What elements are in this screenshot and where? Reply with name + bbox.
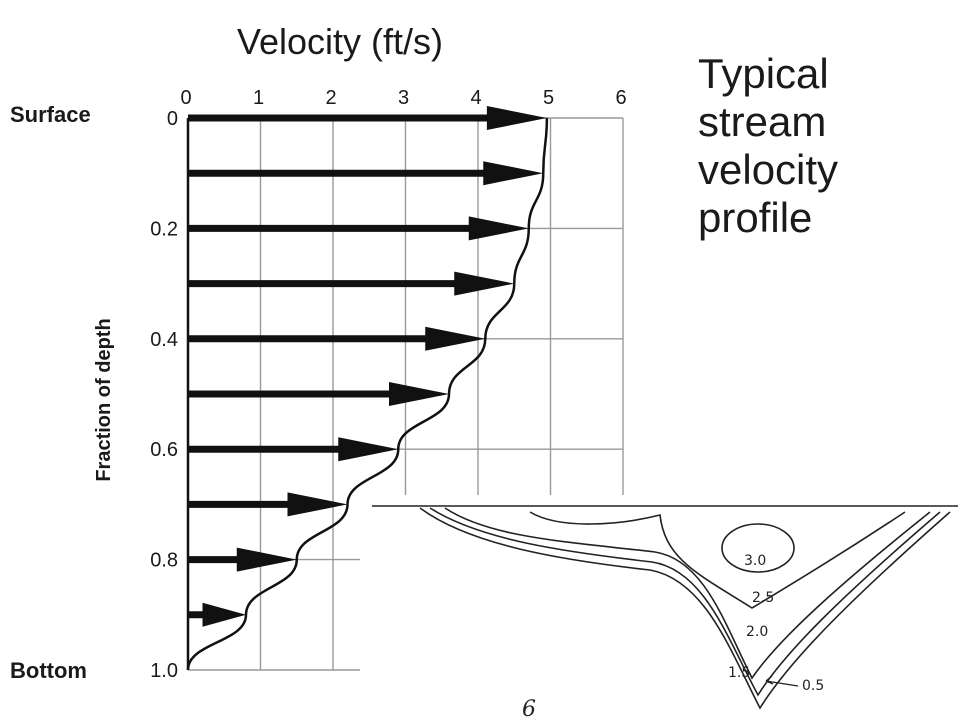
inset-background — [360, 495, 960, 720]
y-axis-label: Fraction of depth — [93, 318, 115, 481]
caption-line: velocity — [698, 146, 839, 193]
contour-label-2-0: 2.0 — [746, 624, 768, 640]
contour-0-5 — [419, 507, 951, 710]
y-tick-labels: 0 0.2 0.4 0.6 0.8 1.0 — [150, 108, 178, 682]
velocity-profile-curve — [186, 117, 549, 671]
x-tick-label: 0 — [180, 87, 191, 109]
y-tick-label: 0.8 — [150, 550, 178, 572]
figure-caption: Typical stream velocity profile — [698, 50, 948, 242]
velocity-arrow-head — [287, 492, 348, 517]
contour-2-5 — [529, 511, 906, 609]
contour-3-0 — [721, 523, 795, 573]
x-tick-label: 5 — [543, 87, 554, 109]
velocity-arrow-head — [486, 106, 547, 130]
velocity-arrow-head — [468, 216, 529, 241]
velocity-arrow-head — [483, 161, 544, 186]
contour-label-leader — [765, 680, 799, 687]
x-tick-label: 2 — [325, 87, 336, 109]
x-tick-label: 3 — [398, 87, 409, 109]
contour-label-2-5: 2.5 — [752, 590, 774, 606]
velocity-arrow-head — [454, 271, 515, 296]
page-number: 6 — [522, 697, 536, 720]
leader-arrowhead — [765, 675, 774, 685]
x-tick-labels: 0 1 2 3 4 5 6 — [180, 87, 626, 109]
contour-label-0-5: 0.5 — [802, 678, 824, 694]
y-tick-label: 0.6 — [150, 439, 178, 461]
surface-label: Surface — [10, 102, 91, 127]
velocity-arrow-head — [202, 602, 246, 627]
velocity-arrow-head — [425, 326, 486, 351]
bottom-label: Bottom — [10, 658, 87, 683]
velocity-arrow-head — [236, 547, 297, 572]
caption-line: profile — [698, 194, 813, 241]
y-tick-label: 0.2 — [150, 218, 178, 240]
caption-line: stream — [698, 98, 827, 145]
y-tick-label: 0.4 — [150, 329, 178, 351]
y-tick-label: 1.0 — [150, 660, 178, 682]
chart-title: Velocity (ft/s) — [237, 21, 443, 62]
caption-line: Typical — [698, 50, 829, 97]
contour-label-3-0: 3.0 — [744, 553, 766, 569]
velocity-arrows — [188, 106, 547, 627]
contour-1-5 — [429, 507, 941, 697]
contour-2-0 — [444, 507, 931, 680]
x-tick-label: 1 — [253, 87, 264, 109]
cross-section-inset: 3.0 2.5 2.0 1.5 0.5 6 — [360, 495, 960, 720]
contour-label-1-5: 1.5 — [728, 665, 750, 681]
y-tick-label: 0 — [167, 108, 178, 130]
x-tick-label: 4 — [470, 87, 481, 109]
velocity-arrow-head — [338, 437, 399, 462]
velocity-arrow-head — [389, 382, 449, 406]
x-tick-label: 6 — [615, 87, 626, 109]
